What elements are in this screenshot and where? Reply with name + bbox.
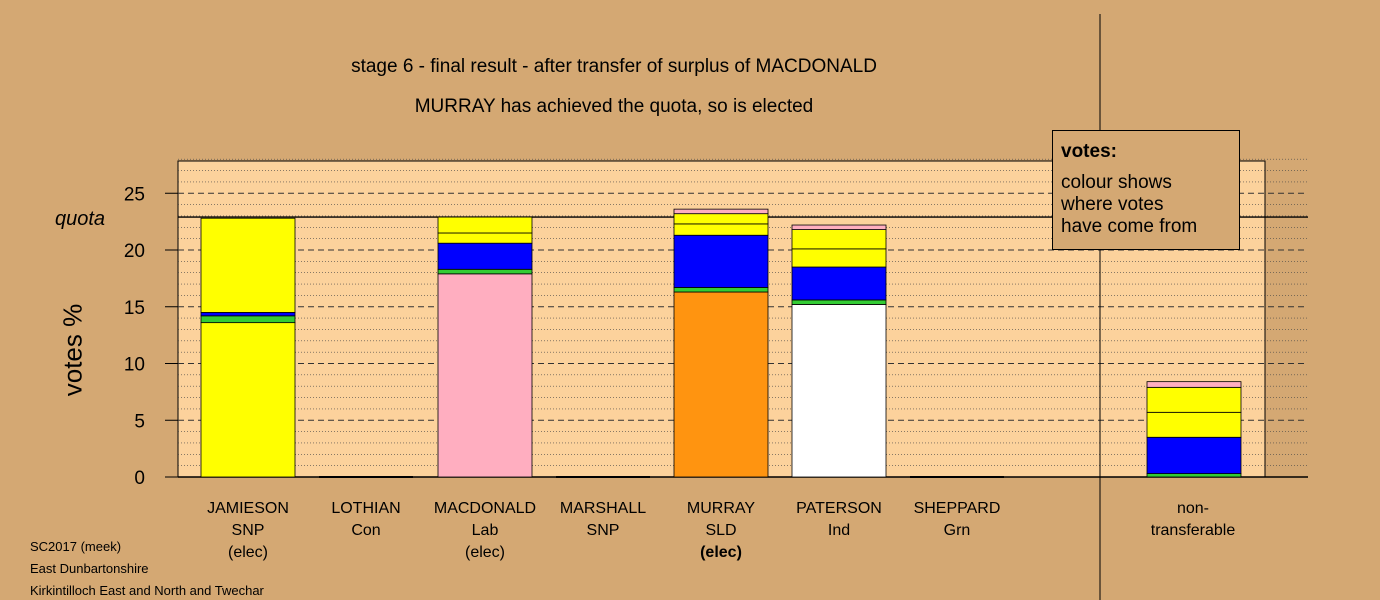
- bar-jamieson-segment: [200, 315, 296, 324]
- candidate-label-jamieson: JAMIESON SNP (elec): [188, 498, 308, 564]
- bar-nontransferable-segment: [1146, 411, 1242, 438]
- bar-paterson-segment: [791, 248, 887, 268]
- candidate-name: JAMIESON: [207, 500, 289, 517]
- candidate-label-sheppard: SHEPPARD Grn: [897, 498, 1017, 542]
- candidate-party: Con: [351, 522, 381, 539]
- legend-line: where votes: [1061, 194, 1164, 215]
- chart-subtitle: MURRAY has achieved the quota, so is ele…: [414, 96, 814, 117]
- bar-paterson-segment: [791, 229, 887, 250]
- y-tick-label: 20: [124, 241, 145, 262]
- bar-jamieson-segment: [200, 217, 296, 313]
- candidate-label-macdonald: MACDONALD Lab (elec): [425, 498, 545, 564]
- candidate-name: MARSHALL: [559, 500, 647, 517]
- candidate-name: MURRAY: [686, 500, 756, 517]
- candidate-status: (elec): [700, 544, 742, 561]
- bar-murray-segment: [673, 208, 769, 215]
- bar-jamieson-segment: [200, 322, 296, 478]
- y-tick-label: 0: [134, 468, 145, 489]
- legend-line: colour shows: [1061, 172, 1172, 193]
- bar-murray-segment: [673, 287, 769, 293]
- bar-nontransferable-segment: [1146, 386, 1242, 413]
- candidate-name: LOTHIAN: [331, 500, 401, 517]
- candidate-label-lothian: LOTHIAN Con: [306, 498, 426, 542]
- bar-macdonald-segment: [437, 242, 533, 270]
- candidate-label-paterson: PATERSON Ind: [779, 498, 899, 542]
- candidate-party: SNP: [231, 522, 265, 539]
- candidate-party: Lab: [471, 522, 499, 539]
- legend-line: have come from: [1061, 216, 1198, 237]
- footer-line: SC2017 (meek): [30, 539, 122, 554]
- bar-nontransferable-segment: [1146, 381, 1242, 388]
- y-tick-label: 25: [124, 184, 145, 205]
- candidate-label-marshall: MARSHALL SNP: [543, 498, 663, 542]
- bar-macdonald-segment: [437, 216, 533, 234]
- bar-nontransferable-segment: [1146, 436, 1242, 474]
- bar-murray-segment: [673, 291, 769, 478]
- candidate-name: non-: [1176, 500, 1210, 517]
- candidate-name: PATERSON: [796, 500, 882, 517]
- bar-murray-segment: [673, 213, 769, 225]
- quota-label: quota: [55, 208, 106, 230]
- footer-line: East Dunbartonshire: [30, 561, 149, 576]
- y-tick-label: 10: [124, 355, 145, 376]
- candidate-party: transferable: [1150, 522, 1236, 539]
- y-tick-label: 5: [134, 411, 145, 432]
- candidate-party: Ind: [827, 522, 851, 539]
- bar-paterson-segment: [791, 304, 887, 478]
- bar-murray-segment: [673, 234, 769, 288]
- bar-paterson-segment: [791, 224, 887, 230]
- footer-line: Kirkintilloch East and North and Twechar: [30, 583, 264, 598]
- legend: votes: colour shows where votes have com…: [1052, 130, 1240, 250]
- candidate-status: (elec): [464, 544, 505, 561]
- bar-paterson-segment: [791, 266, 887, 301]
- candidate-label-murray: MURRAY SLD (elec): [661, 498, 781, 564]
- bar-nontransferable-segment: [1146, 473, 1242, 478]
- y-axis-label: votes %: [57, 303, 88, 397]
- bar-paterson-segment: [791, 299, 887, 305]
- candidate-name: MACDONALD: [433, 500, 537, 517]
- bar-macdonald-segment: [437, 232, 533, 244]
- candidate-label-nontransferable: non- transferable: [1133, 498, 1253, 542]
- candidate-party: SLD: [705, 522, 737, 539]
- candidate-status: (elec): [227, 544, 268, 561]
- bar-macdonald-segment: [437, 268, 533, 275]
- bar-macdonald-segment: [437, 273, 533, 478]
- chart-title: stage 6 - final result - after transfer …: [351, 56, 877, 77]
- bar-murray-segment: [673, 223, 769, 236]
- candidate-party: Grn: [943, 522, 971, 539]
- bar-jamieson-segment: [200, 312, 296, 317]
- y-tick-label: 15: [124, 298, 145, 319]
- candidate-name: SHEPPARD: [913, 500, 1001, 517]
- legend-heading: votes:: [1061, 141, 1117, 162]
- candidate-party: SNP: [586, 522, 620, 539]
